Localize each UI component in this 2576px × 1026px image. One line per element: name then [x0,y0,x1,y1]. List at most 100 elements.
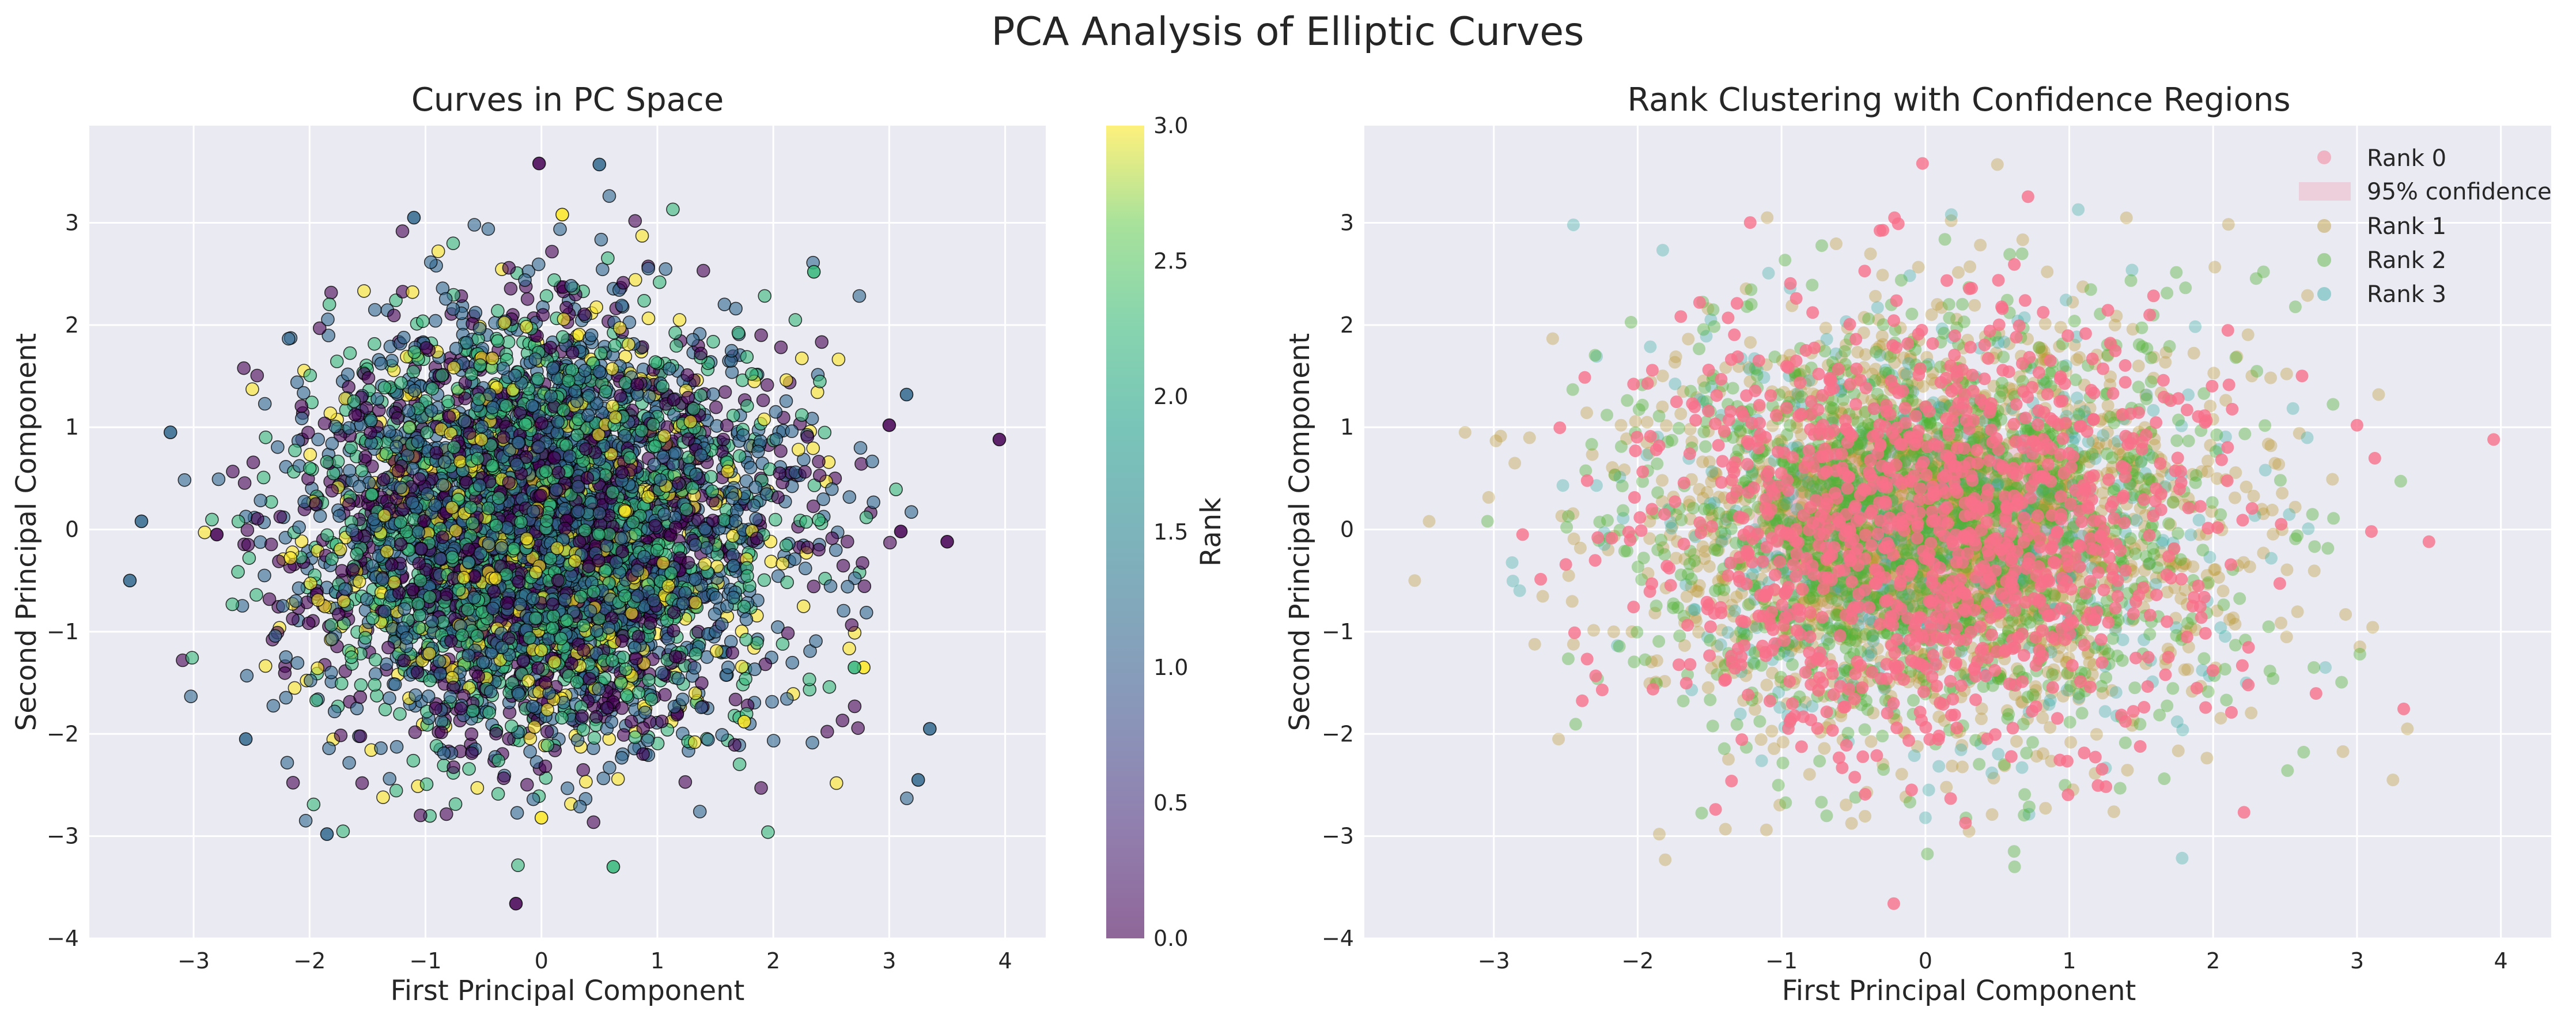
data-point [551,542,563,555]
data-point [291,657,304,669]
data-point [593,365,606,378]
data-point [740,350,753,363]
data-point [639,706,652,719]
data-point [547,362,559,375]
data-point [381,545,394,558]
data-point [325,618,338,631]
data-point [558,522,571,535]
data-point [279,691,292,704]
data-point [824,580,837,593]
data-point [354,730,367,742]
data-point [504,282,517,295]
data-point [617,277,630,289]
data-point [801,431,814,443]
data-point [242,538,255,551]
data-point [672,672,684,685]
data-point [566,346,579,359]
data-point [413,473,426,485]
data-point [659,263,672,276]
data-point [250,589,263,601]
data-point [298,495,311,508]
data-point [561,614,573,627]
data-point [636,229,649,242]
data-point [482,502,494,515]
data-point [776,557,789,570]
data-point [697,265,710,277]
data-point [412,597,425,610]
data-point [389,678,402,691]
data-point [771,491,784,504]
data-point [774,341,787,354]
data-point [394,516,407,529]
data-point [258,569,271,582]
data-point [686,481,699,494]
data-point [866,455,879,468]
data-point [459,392,471,405]
data-point [690,648,702,661]
data-point [682,391,694,404]
data-point [690,468,702,481]
data-point [780,539,793,552]
data-point [595,233,607,246]
data-point [476,656,489,669]
data-point [750,512,762,525]
data-point [552,574,565,587]
data-point [206,513,218,526]
data-point [605,715,618,728]
data-point [749,481,762,493]
data-point [527,505,540,518]
data-point [841,580,854,593]
data-point [615,299,628,312]
data-point [670,340,683,352]
data-point [376,573,389,586]
data-point [699,558,712,571]
data-point [558,593,571,606]
data-point [514,598,527,611]
data-point [792,443,805,456]
data-point [482,222,494,235]
data-point [619,376,632,389]
data-point [498,316,511,329]
data-point [725,345,738,357]
data-point [689,539,702,552]
data-point [274,510,286,523]
data-point [557,403,570,416]
data-point [548,655,561,668]
data-point [615,466,628,478]
data-point [392,465,404,477]
data-point [447,303,459,315]
data-point [429,702,442,715]
data-point [592,682,605,695]
data-point [448,361,460,374]
data-point [326,437,338,450]
data-point [769,406,782,418]
data-point [420,342,433,354]
data-point [510,458,523,471]
data-point [687,333,699,346]
data-point [729,515,742,527]
data-point [667,393,680,406]
data-point [460,337,473,349]
data-point [353,575,366,588]
data-point [602,252,614,265]
data-point [601,701,614,714]
data-point [642,312,655,325]
data-point [391,412,404,425]
data-point [311,662,324,674]
data-point [848,700,861,712]
data-point [762,826,774,839]
data-point [585,329,598,341]
data-point [412,526,425,538]
data-point [785,425,798,437]
data-point [587,816,600,828]
data-point [853,290,866,303]
data-point [544,341,557,354]
data-point [546,622,559,635]
data-point [682,556,695,569]
data-point [818,426,831,439]
data-point [716,729,728,741]
data-point [702,733,714,746]
data-point [817,493,830,506]
data-point [577,723,589,736]
data-point [403,421,415,434]
